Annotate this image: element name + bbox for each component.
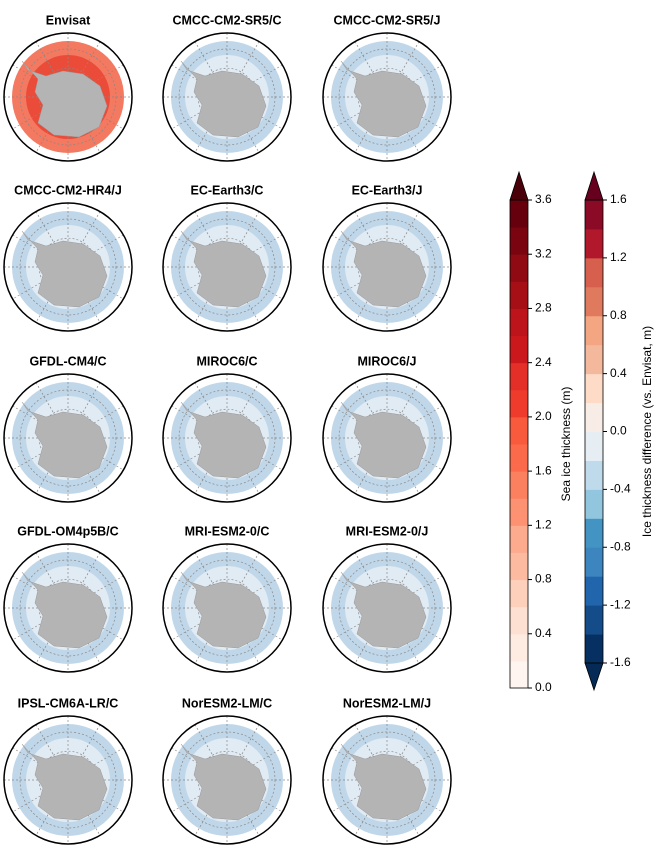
colorbar-segment bbox=[510, 634, 528, 662]
colorbar-segment bbox=[585, 605, 603, 634]
panel-title: NorESM2-LM/J bbox=[343, 696, 431, 710]
map-panel bbox=[4, 544, 132, 672]
colorbar-label: Ice thickness difference (vs. Envisat, m… bbox=[640, 326, 654, 537]
colorbar-segment bbox=[510, 390, 528, 418]
map-panel bbox=[323, 33, 451, 161]
map-panel bbox=[163, 716, 291, 844]
colorbar-tick-label: 2.8 bbox=[535, 301, 552, 315]
colorbar-segment bbox=[510, 281, 528, 309]
colorbar-segment bbox=[510, 336, 528, 364]
map-panel bbox=[4, 716, 132, 844]
colorbar-tick-label: 0.0 bbox=[610, 424, 627, 438]
map-panel bbox=[163, 203, 291, 331]
colorbar-segment bbox=[510, 363, 528, 391]
colorbar-segment bbox=[510, 580, 528, 608]
colorbar-segment bbox=[510, 417, 528, 445]
panel-title: NorESM2-LM/C bbox=[182, 696, 272, 710]
colorbar-segment bbox=[585, 460, 603, 489]
colorbar-tick-label: -1.2 bbox=[610, 597, 631, 611]
panel-title: EC-Earth3/C bbox=[191, 183, 264, 197]
colorbar-tick-label: 0.0 bbox=[535, 680, 552, 694]
colorbar-extend bbox=[585, 172, 603, 200]
colorbar-segment bbox=[510, 552, 528, 580]
colorbar-segment bbox=[585, 403, 603, 432]
colorbar-tick-label: 3.6 bbox=[535, 192, 552, 206]
panel-title: GFDL-CM4/C bbox=[29, 354, 106, 368]
colorbar-tick-label: 1.2 bbox=[610, 250, 627, 264]
panel-title: GFDL-OM4p5B/C bbox=[17, 524, 118, 538]
panel-title: Envisat bbox=[46, 13, 91, 27]
colorbar-segment bbox=[585, 432, 603, 461]
panel-title: IPSL-CM6A-LR/C bbox=[18, 696, 119, 710]
colorbar-segment bbox=[510, 200, 528, 228]
colorbar-segment bbox=[510, 471, 528, 499]
map-panel bbox=[323, 716, 451, 844]
colorbar-segment bbox=[585, 489, 603, 518]
colorbar-tick-label: 0.8 bbox=[610, 308, 627, 322]
colorbar-segment bbox=[585, 316, 603, 345]
colorbar-segment bbox=[585, 634, 603, 663]
colorbar-segment bbox=[585, 374, 603, 403]
panel-title: EC-Earth3/J bbox=[352, 183, 423, 197]
colorbar-segment bbox=[585, 345, 603, 374]
colorbar-tick-label: -0.8 bbox=[610, 539, 631, 553]
colorbar-tick-label: -0.4 bbox=[610, 482, 631, 496]
colorbar-segment bbox=[510, 661, 528, 689]
colorbar-segment bbox=[510, 525, 528, 553]
panel-title: MIROC6/J bbox=[357, 354, 416, 368]
map-panel bbox=[323, 544, 451, 672]
colorbar-segment bbox=[510, 607, 528, 635]
colorbar-tick-label: 1.6 bbox=[610, 192, 627, 206]
colorbar-segment bbox=[585, 576, 603, 605]
colorbar-tick-label: 2.0 bbox=[535, 409, 552, 423]
colorbar-segment bbox=[510, 227, 528, 255]
colorbar-extend bbox=[585, 663, 603, 690]
map-panel bbox=[163, 544, 291, 672]
colorbar-segment bbox=[510, 444, 528, 472]
colorbar-segment bbox=[510, 498, 528, 526]
colorbar-segment bbox=[510, 254, 528, 282]
map-panel bbox=[163, 33, 291, 161]
panel-title: MIROC6/C bbox=[196, 354, 257, 368]
panel-title: CMCC-CM2-SR5/J bbox=[334, 13, 441, 27]
colorbar-segment bbox=[585, 518, 603, 547]
colorbar-tick-label: 0.8 bbox=[535, 572, 552, 586]
colorbar-tick-label: 1.6 bbox=[535, 463, 552, 477]
colorbar-segment bbox=[585, 200, 603, 229]
colorbar-segment bbox=[585, 287, 603, 316]
colorbar-label: Sea ice thickness (m) bbox=[559, 387, 573, 502]
colorbar-tick-label: -1.6 bbox=[610, 655, 631, 669]
panel-title: CMCC-CM2-HR4/J bbox=[14, 183, 122, 197]
map-panel bbox=[163, 374, 291, 502]
map-panel bbox=[4, 33, 132, 161]
colorbar-tick-label: 0.4 bbox=[535, 626, 552, 640]
panel-title: MRI-ESM2-0/J bbox=[346, 524, 429, 538]
map-panel bbox=[4, 203, 132, 331]
colorbar-segment bbox=[510, 308, 528, 336]
colorbar-segment bbox=[585, 258, 603, 287]
colorbar-segment bbox=[585, 547, 603, 576]
colorbar-tick-label: 2.4 bbox=[535, 355, 552, 369]
colorbar-segment bbox=[585, 229, 603, 258]
map-panel bbox=[4, 374, 132, 502]
panel-title: CMCC-CM2-SR5/C bbox=[172, 13, 281, 27]
colorbar-tick-label: 1.2 bbox=[535, 518, 552, 532]
panel-title: MRI-ESM2-0/C bbox=[185, 524, 270, 538]
colorbar-tick-label: 3.2 bbox=[535, 246, 552, 260]
map-panel bbox=[323, 203, 451, 331]
colorbar-tick-label: 0.4 bbox=[610, 366, 627, 380]
figure: Envisat CMCC-CM2-SR5/C CMCC-CM2-SR5/J CMCC-… bbox=[0, 0, 665, 868]
map-panel bbox=[323, 374, 451, 502]
colorbar-extend bbox=[510, 172, 528, 200]
